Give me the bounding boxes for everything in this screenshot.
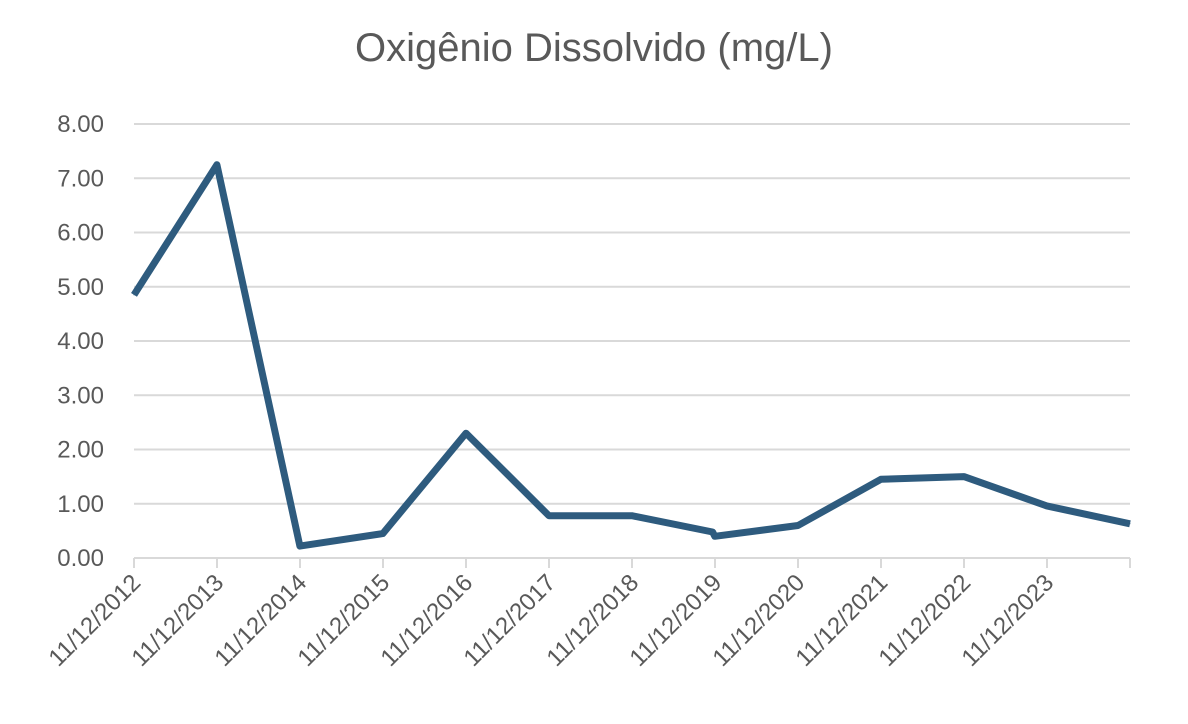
y-tick-label: 4.00 <box>57 328 104 355</box>
data-point <box>712 531 714 533</box>
y-tick-label: 0.00 <box>57 545 104 572</box>
data-point <box>1046 505 1048 507</box>
series-layer <box>131 161 1131 550</box>
data-point <box>133 294 135 296</box>
y-tick-label: 5.00 <box>57 274 104 301</box>
gridlines <box>134 123 1130 559</box>
y-tick-label: 7.00 <box>57 165 104 192</box>
series-line <box>131 161 1131 550</box>
y-tick-label: 1.00 <box>57 491 104 518</box>
data-point <box>631 515 633 517</box>
x-axis-ticks: 11/12/201211/12/201311/12/201411/12/2015… <box>43 558 1131 672</box>
y-tick-label: 8.00 <box>57 111 104 138</box>
y-tick-label: 6.00 <box>57 220 104 247</box>
data-point <box>299 545 301 547</box>
data-point <box>963 476 965 478</box>
data-point <box>465 432 467 434</box>
y-axis-ticks: 0.00 1.00 2.00 3.00 4.00 5.00 6.00 7.00 8.00 <box>57 111 104 572</box>
y-tick-label: 3.00 <box>57 382 104 409</box>
data-point <box>880 478 882 480</box>
data-point <box>714 535 716 537</box>
data-point <box>216 164 218 166</box>
data-point <box>548 515 550 517</box>
chart-title: Oxigênio Dissolvido (mg/L) <box>355 26 833 70</box>
data-point <box>797 525 799 526</box>
data-point <box>382 533 384 535</box>
y-tick-label: 2.00 <box>57 437 104 464</box>
data-point <box>1129 523 1131 525</box>
